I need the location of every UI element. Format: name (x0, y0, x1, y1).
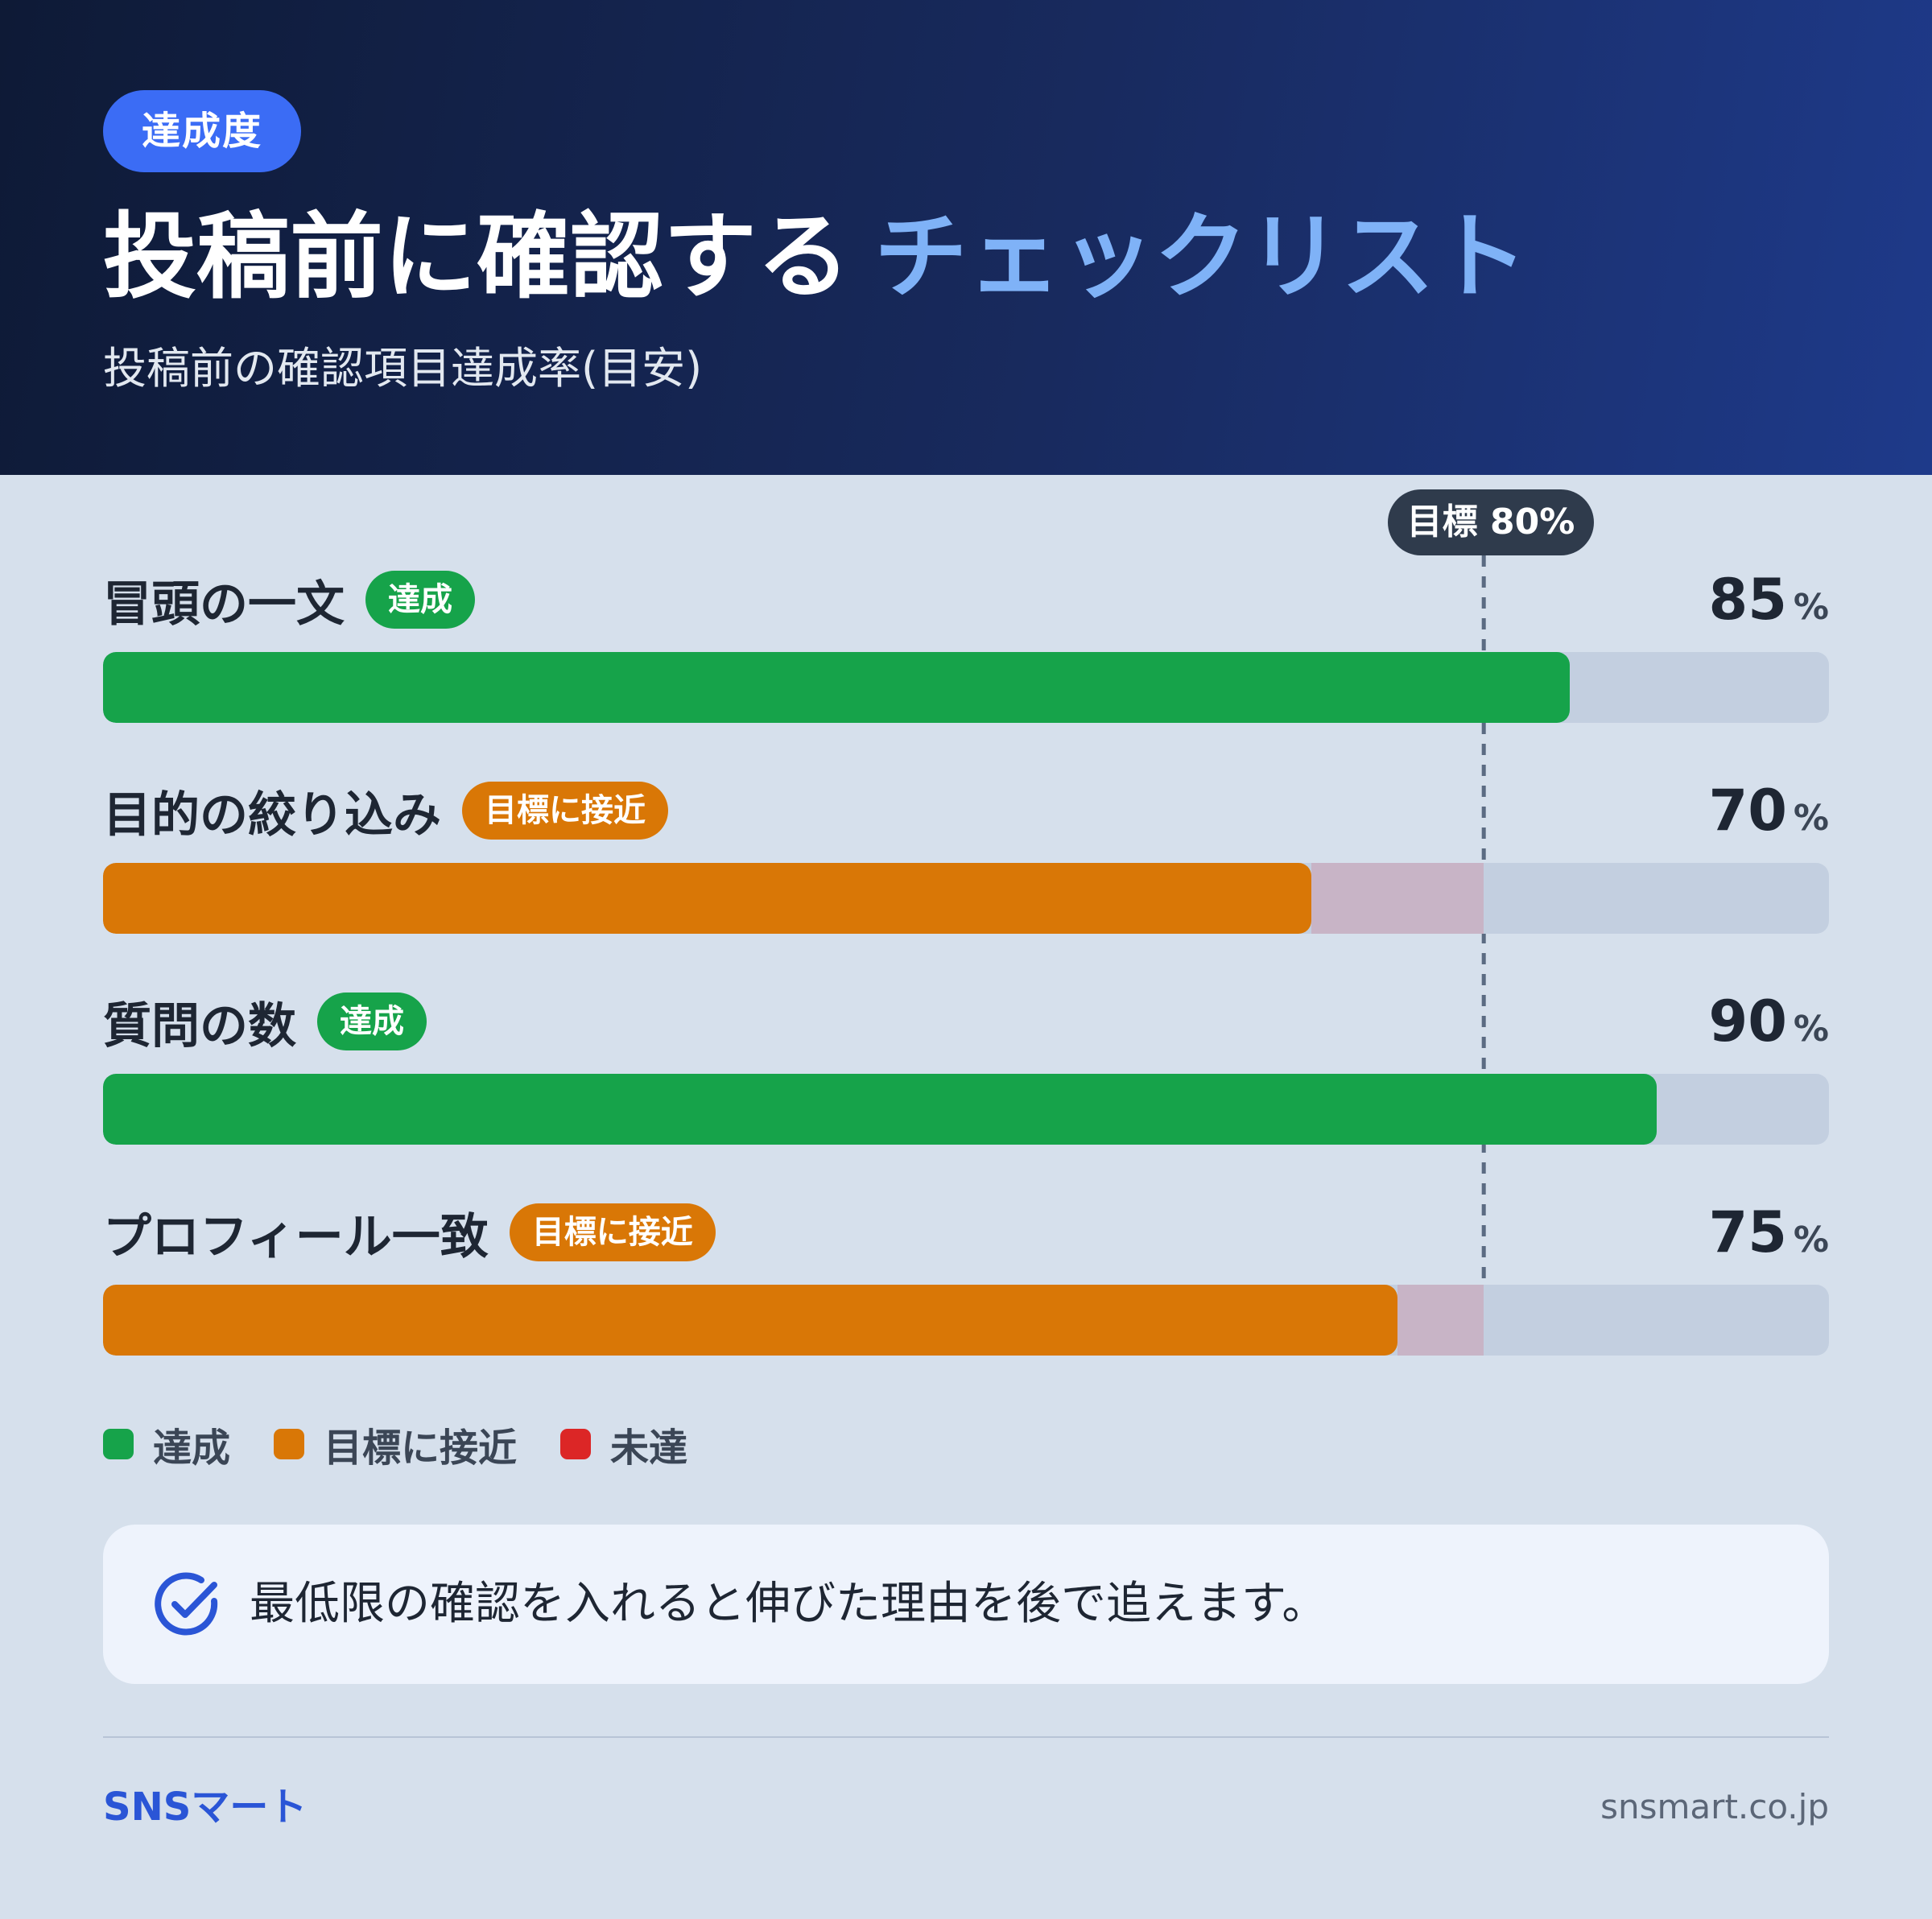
status-badge: 目標に接近 (462, 782, 668, 840)
legend-swatch (103, 1429, 134, 1459)
bar-label: プロフィール一致 目標に接近 (103, 1196, 716, 1269)
value-number: 85 (1708, 567, 1787, 633)
legend-label: 達成 (153, 1426, 231, 1471)
value-label: 70% (1708, 774, 1829, 847)
gap-to-target (1311, 863, 1484, 934)
bar-fill (103, 1074, 1657, 1145)
note-card: 最低限の確認を入れると伸びた理由を後で追えます。 (103, 1525, 1829, 1684)
legend-label: 目標に接近 (324, 1426, 518, 1471)
status-badge: 達成 (365, 571, 475, 629)
bar-track (103, 863, 1829, 934)
value-unit: % (1793, 587, 1829, 628)
check-circle-icon (155, 1572, 218, 1636)
target-label: 目標 80% (1388, 489, 1594, 555)
value-label: 75% (1708, 1196, 1829, 1269)
page-title: 投稿前に確認する チェックリスト (103, 201, 1528, 314)
legend-swatch (274, 1429, 305, 1459)
footer-divider (103, 1736, 1829, 1738)
header-banner: 達成度 投稿前に確認する チェックリスト 投稿前の確認項目達成率(目安) (0, 0, 1932, 475)
bar-row: 目的の絞り込み 目標に接近 70% (103, 774, 1829, 951)
category-badge: 達成度 (103, 90, 302, 172)
value-number: 75 (1708, 1199, 1787, 1265)
value-number: 90 (1708, 988, 1787, 1054)
title-main: 投稿前に確認する (103, 203, 850, 312)
bar-row: プロフィール一致 目標に接近 75% (103, 1196, 1829, 1373)
page-subtitle: 投稿前の確認項目達成率(目安) (103, 343, 703, 394)
bar-row: 質問の数 達成 90% (103, 985, 1829, 1162)
bar-track (103, 1074, 1829, 1145)
legend-item: 達成 (103, 1416, 230, 1472)
legend-label: 未達 (610, 1426, 688, 1471)
value-number: 70 (1708, 778, 1787, 844)
bar-chart: 目標 80% 冒頭の一文 達成 85% 目的の絞り込み 目標に接近 70% 質問の数 達成 90… (0, 475, 1932, 1409)
status-badge: 達成 (317, 993, 427, 1050)
value-label: 85% (1708, 563, 1829, 636)
legend-item: 目標に接近 (274, 1416, 517, 1472)
value-label: 90% (1708, 985, 1829, 1058)
bar-fill (103, 652, 1571, 723)
legend-swatch (560, 1429, 592, 1459)
bar-fill (103, 1285, 1397, 1356)
legend: 達成 目標に接近 未達 (103, 1420, 731, 1471)
legend-item: 未達 (560, 1416, 687, 1472)
gap-to-target (1397, 1285, 1484, 1356)
bar-label: 冒頭の一文 達成 (103, 563, 475, 636)
brand-name: SNSマート (103, 1785, 308, 1830)
site-url: snsmart.co.jp (1600, 1787, 1829, 1826)
value-unit: % (1793, 1009, 1829, 1050)
bar-track (103, 652, 1829, 723)
category-label: 冒頭の一文 (103, 576, 345, 633)
status-badge: 目標に接近 (509, 1203, 716, 1261)
value-unit: % (1793, 1219, 1829, 1261)
category-label: 目的の絞り込み (103, 786, 441, 844)
bar-fill (103, 863, 1311, 934)
bar-label: 質問の数 達成 (103, 985, 427, 1058)
note-text: 最低限の確認を入れると伸びた理由を後で追えます。 (250, 1578, 1327, 1630)
bar-track (103, 1285, 1829, 1356)
bar-label: 目的の絞り込み 目標に接近 (103, 774, 668, 847)
category-label: 質問の数 (103, 997, 296, 1054)
title-accent: チェックリスト (874, 203, 1528, 312)
bar-row: 冒頭の一文 達成 85% (103, 563, 1829, 741)
value-unit: % (1793, 798, 1829, 839)
category-label: プロフィール一致 (103, 1208, 489, 1265)
